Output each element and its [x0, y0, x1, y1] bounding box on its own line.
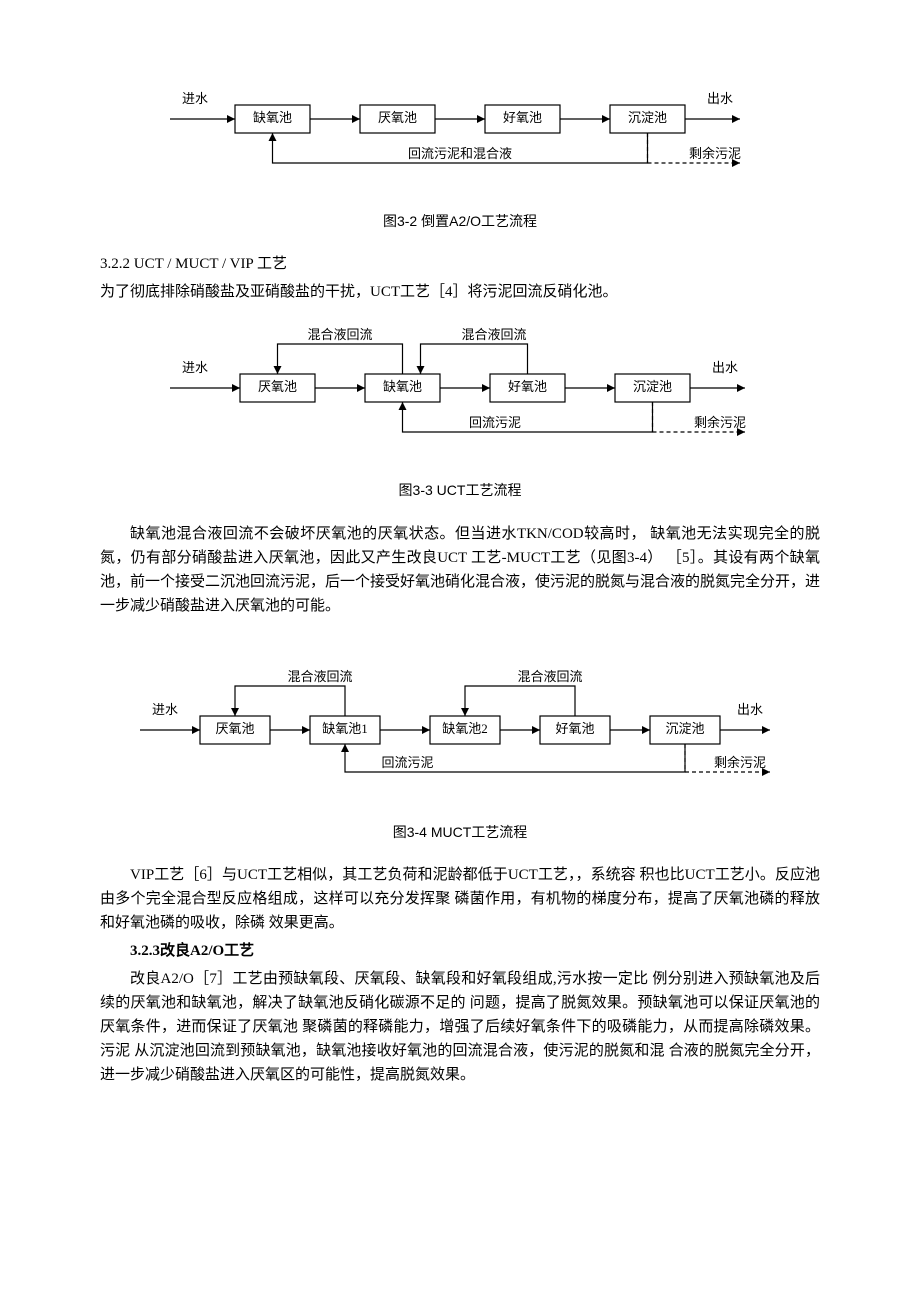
svg-text:沉淀池: 沉淀池: [665, 721, 704, 736]
svg-text:混合液回流: 混合液回流: [461, 327, 526, 342]
flowchart-svg: 进水厌氧池 缺氧池1 缺氧池2 好氧池 沉淀池 出水 混合液回流 混合液回流回流污泥 剩余污泥: [130, 666, 790, 801]
svg-text:出水: 出水: [737, 702, 763, 717]
flowchart-svg: 进水缺氧池 厌氧池 好氧池 沉淀池 出水回流污泥和混合液 剩余污泥: [160, 70, 760, 190]
paragraph-improved-a2o: 改良A2/O［7］工艺由预缺氧段、厌氧段、缺氧段和好氧段组成,污水按一定比 例分…: [100, 967, 820, 1087]
caption-fig3-4: 图3-4 MUCT工艺流程: [100, 821, 820, 843]
diagram-inverted-a2o: 进水缺氧池 厌氧池 好氧池 沉淀池 出水回流污泥和混合液 剩余污泥: [100, 70, 820, 190]
paragraph-muct: 缺氧池混合液回流不会破坏厌氧池的厌氧状态。但当进水TKN/COD较高时， 缺氧池…: [100, 522, 820, 618]
svg-text:出水: 出水: [712, 360, 738, 375]
svg-text:沉淀池: 沉淀池: [628, 110, 667, 125]
section-title-uct: 3.2.2 UCT / MUCT / VIP 工艺: [100, 252, 820, 276]
caption-fig3-3: 图3-3 UCT工艺流程: [100, 479, 820, 501]
svg-text:厌氧池: 厌氧池: [215, 721, 254, 736]
svg-text:回流污泥和混合液: 回流污泥和混合液: [408, 146, 512, 161]
svg-text:缺氧池1: 缺氧池1: [322, 721, 368, 736]
svg-text:混合液回流: 混合液回流: [287, 669, 352, 684]
svg-text:好氧池: 好氧池: [555, 721, 594, 736]
svg-text:厌氧池: 厌氧池: [378, 110, 417, 125]
svg-text:进水: 进水: [152, 702, 178, 717]
svg-text:厌氧池: 厌氧池: [258, 379, 297, 394]
svg-text:缺氧池2: 缺氧池2: [442, 721, 488, 736]
svg-text:出水: 出水: [707, 91, 733, 106]
caption-fig3-2: 图3-2 倒置A2/O工艺流程: [100, 210, 820, 232]
diagram-muct: 进水厌氧池 缺氧池1 缺氧池2 好氧池 沉淀池 出水 混合液回流 混合液回流回流污泥 剩余污泥: [100, 666, 820, 801]
diagram-uct: 进水厌氧池 缺氧池 好氧池 沉淀池 出水 混合液回流 混合液回流回流污泥 剩余污泥: [100, 324, 820, 459]
flowchart-svg: 进水厌氧池 缺氧池 好氧池 沉淀池 出水 混合液回流 混合液回流回流污泥 剩余污泥: [155, 324, 765, 459]
svg-text:缺氧池: 缺氧池: [383, 379, 422, 394]
section-title-improved-a2o: 3.2.3改良A2/O工艺: [100, 939, 820, 963]
svg-text:缺氧池: 缺氧池: [253, 110, 292, 125]
svg-text:进水: 进水: [182, 360, 208, 375]
svg-text:剩余污泥: 剩余污泥: [689, 146, 741, 161]
svg-text:剩余污泥: 剩余污泥: [714, 755, 766, 770]
svg-text:进水: 进水: [182, 91, 208, 106]
svg-text:好氧池: 好氧池: [508, 379, 547, 394]
svg-text:回流污泥: 回流污泥: [381, 755, 433, 770]
svg-text:混合液回流: 混合液回流: [307, 327, 372, 342]
paragraph-vip: VIP工艺［6］与UCT工艺相似，其工艺负荷和泥龄都低于UCT工艺，，系统容 积…: [100, 863, 820, 935]
paragraph-uct-intro: 为了彻底排除硝酸盐及亚硝酸盐的干扰，UCT工艺［4］将污泥回流反硝化池。: [100, 280, 820, 304]
svg-text:剩余污泥: 剩余污泥: [694, 415, 746, 430]
svg-text:沉淀池: 沉淀池: [633, 379, 672, 394]
svg-text:好氧池: 好氧池: [503, 110, 542, 125]
svg-text:回流污泥: 回流污泥: [469, 415, 521, 430]
svg-text:混合液回流: 混合液回流: [517, 669, 582, 684]
